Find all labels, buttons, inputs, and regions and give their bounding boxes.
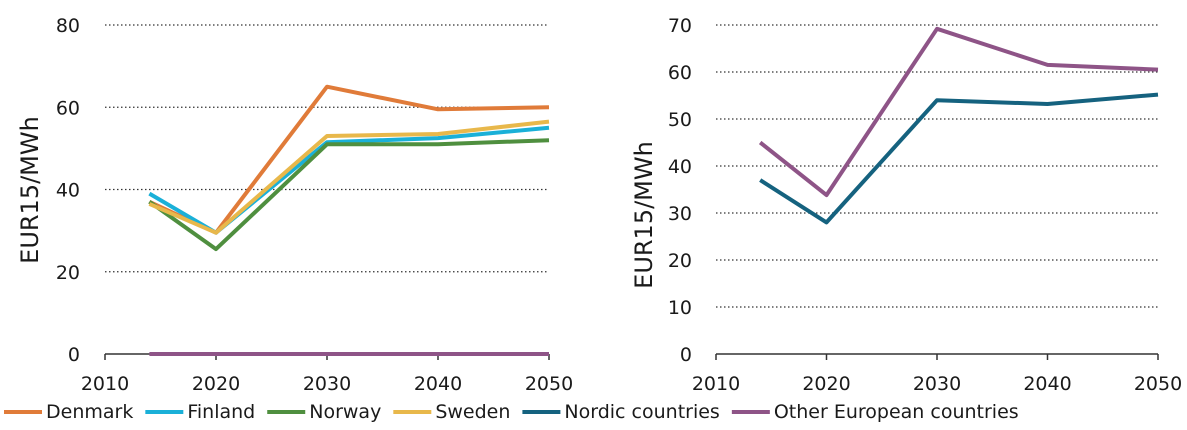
legend-item: Norway — [267, 401, 381, 423]
left-series-finland — [148, 125, 550, 235]
legend-label: Other European countries — [774, 401, 1019, 423]
right-y-tick-label: 30 — [668, 203, 692, 225]
left-x-tick-label: 2010 — [81, 373, 129, 395]
right-series-nordic-countries — [759, 92, 1159, 225]
legend: Denmark Finland Norway Sweden Nordic countri… — [4, 401, 1019, 423]
right-y-tick-label: 20 — [668, 250, 692, 272]
legend-item: Nordic countries — [522, 401, 720, 423]
legend-item: Other European countries — [731, 401, 1019, 423]
right-x-tick-label: 2020 — [802, 373, 850, 395]
right-y-tick-label: 40 — [668, 156, 692, 178]
legend-label: Norway — [309, 401, 381, 423]
legend-item: Finland — [145, 401, 255, 423]
left-x-tick-label: 2030 — [303, 373, 351, 395]
left-series-sweden — [148, 119, 550, 235]
legend-label: Finland — [187, 401, 255, 423]
left-y-tick-label: 0 — [68, 344, 80, 366]
right-x-tick-label: 2030 — [913, 373, 961, 395]
right-y-axis-label: EUR15/MWh — [630, 141, 658, 289]
left-x-tick-label: 2040 — [414, 373, 462, 395]
legend-label: Nordic countries — [564, 401, 719, 423]
right-y-tick-label: 0 — [680, 344, 692, 366]
left-y-tick-label: 80 — [56, 15, 80, 37]
left-x-tick-label: 2050 — [525, 373, 573, 395]
left-y-axis-label: EUR15/MWh — [16, 116, 44, 264]
legend-item: Sweden — [393, 401, 510, 423]
left-y-tick-label: 20 — [56, 262, 80, 284]
right-y-tick-label: 50 — [668, 109, 692, 131]
left-y-tick-label: 40 — [56, 180, 80, 202]
right-series-other-european-countries — [758, 26, 1159, 198]
left-y-tick-label: 60 — [56, 97, 80, 119]
left-series-norway — [148, 138, 550, 252]
right-y-tick-label: 10 — [668, 297, 692, 319]
legend-label: Sweden — [435, 401, 510, 423]
right-y-tick-label: 70 — [668, 15, 692, 37]
right-x-tick-label: 2050 — [1134, 373, 1182, 395]
right-x-tick-label: 2010 — [692, 373, 740, 395]
left-x-tick-label: 2020 — [192, 373, 240, 395]
legend-label: Denmark — [46, 401, 133, 423]
left-series-denmark — [148, 84, 550, 235]
right-y-tick-label: 60 — [668, 62, 692, 84]
legend-item: Denmark — [4, 401, 133, 423]
right-x-tick-label: 2040 — [1023, 373, 1071, 395]
